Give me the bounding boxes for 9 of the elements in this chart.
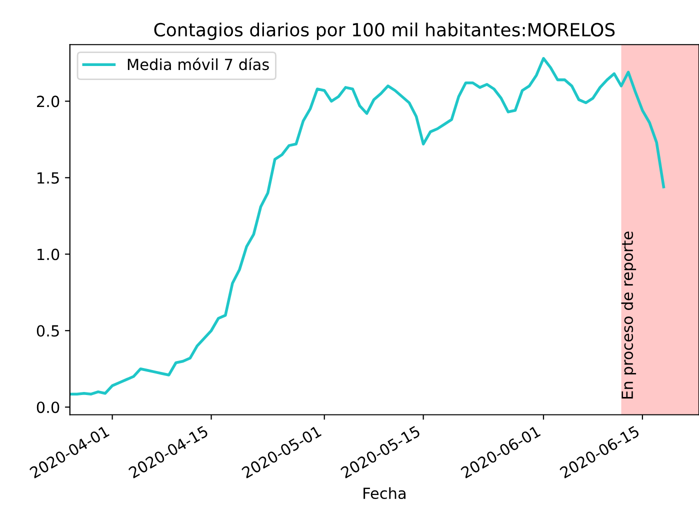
y-tick-label: 1.0 — [38, 248, 60, 260]
y-tick-label: 2.0 — [37, 96, 60, 108]
chart-title: Contagios diarios por 100 mil habitantes:MORELOS — [154, 22, 615, 40]
y-tick-label: 0.5 — [36, 325, 59, 337]
x-axis-title: Fecha — [364, 487, 406, 500]
band-label: En proceso de reporte — [621, 232, 636, 398]
y-tick-label: 1.5 — [38, 172, 59, 184]
y-tick-label: 0.0 — [36, 402, 60, 414]
legend-label: Media móvil 7 días — [128, 58, 269, 70]
